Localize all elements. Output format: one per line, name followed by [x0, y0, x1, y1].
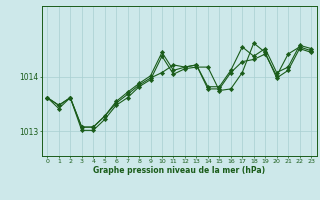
- X-axis label: Graphe pression niveau de la mer (hPa): Graphe pression niveau de la mer (hPa): [93, 166, 265, 175]
